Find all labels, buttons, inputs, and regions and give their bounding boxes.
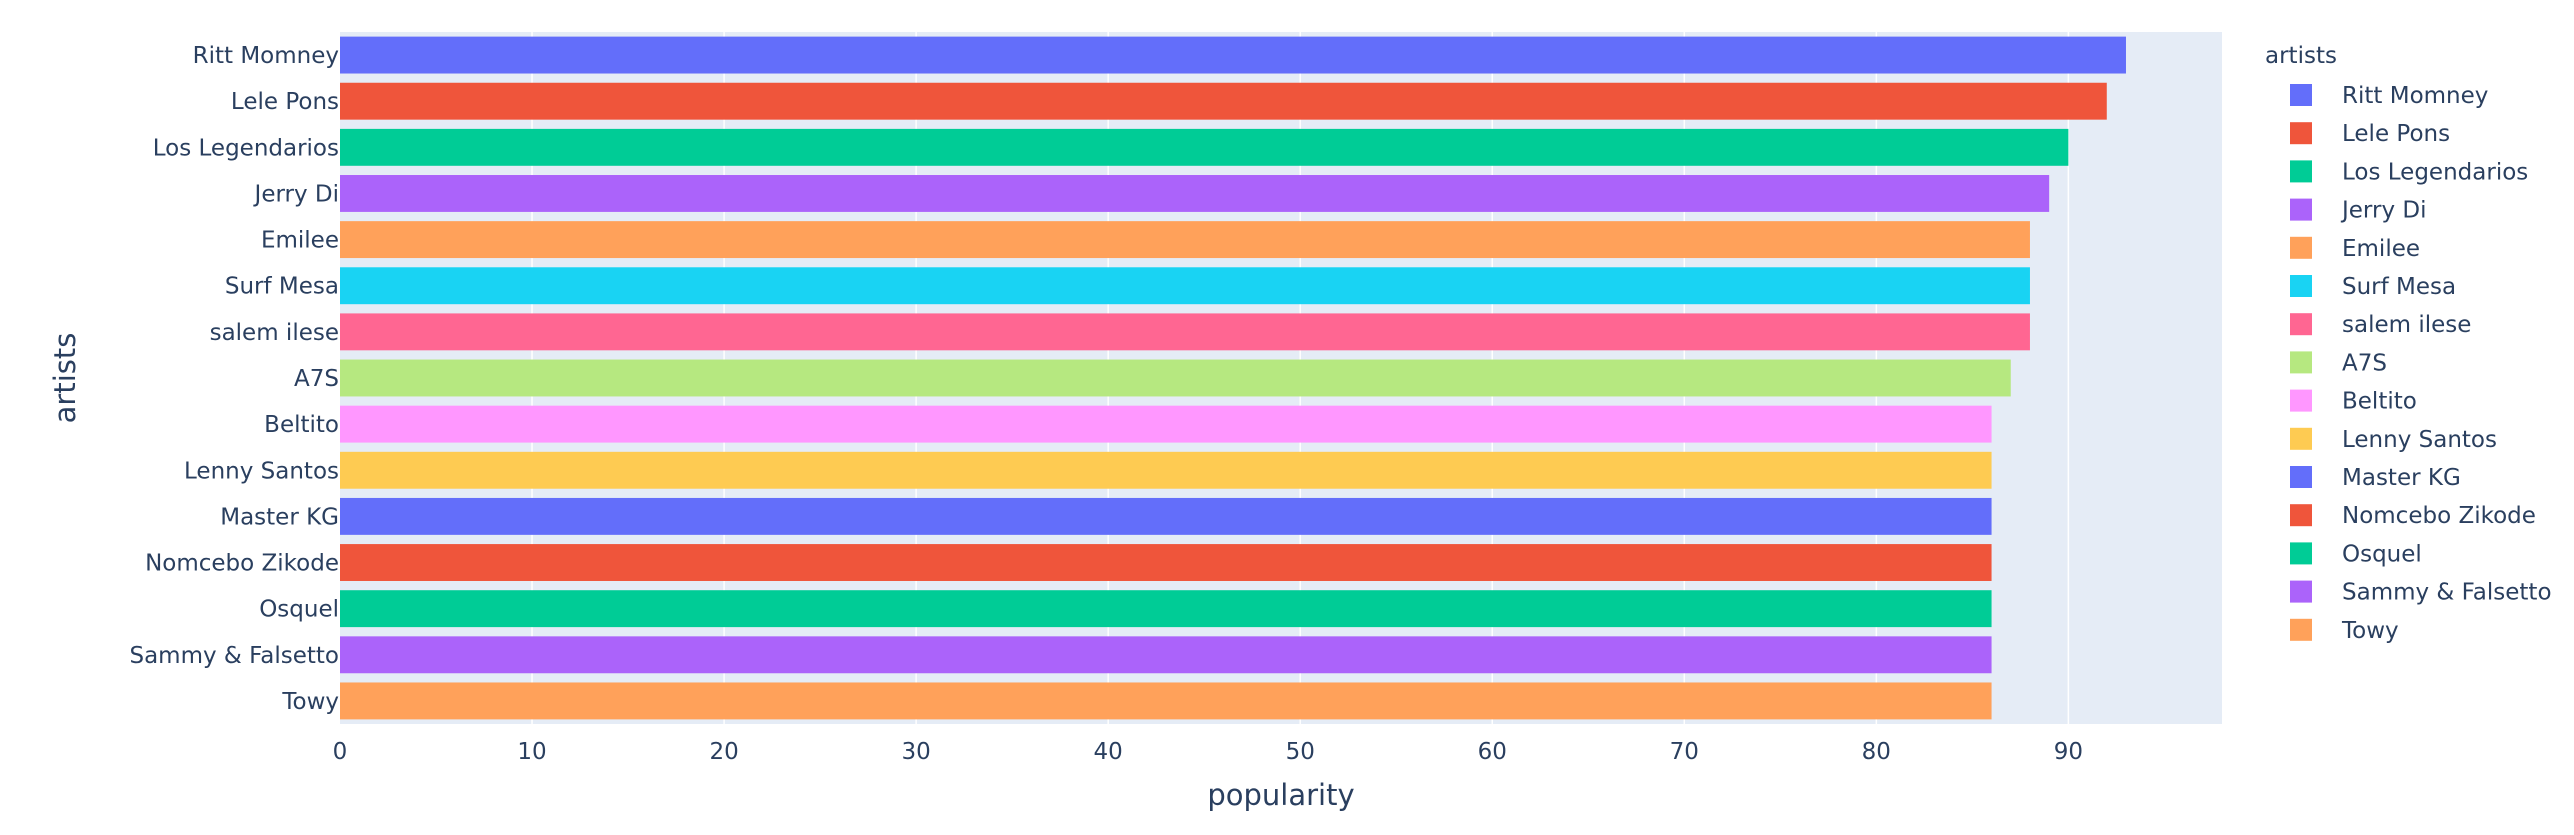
legend-label: Emilee xyxy=(2342,236,2420,262)
x-axis-tick-labels: 0 10 20 30 40 50 60 70 80 90 xyxy=(333,739,2083,765)
legend-label: Towy xyxy=(2341,618,2399,644)
bar-1 xyxy=(340,82,2107,120)
x-tick-label-50: 50 xyxy=(1286,739,1315,765)
bar-13 xyxy=(340,636,1992,674)
y-tick-label-12: Osquel xyxy=(259,597,339,623)
bar-0 xyxy=(340,36,2126,74)
legend-swatch xyxy=(2290,618,2312,641)
legend-item[interactable]: Osquel xyxy=(2290,541,2422,567)
bar-4 xyxy=(340,221,2030,259)
y-tick-label-8: Beltito xyxy=(264,412,339,438)
legend-swatch xyxy=(2290,351,2312,374)
legend-label: Los Legendarios xyxy=(2342,159,2528,185)
legend-swatch xyxy=(2290,275,2312,297)
x-tick-label-0: 0 xyxy=(333,739,348,765)
bar-8 xyxy=(340,405,1992,443)
legend-swatch xyxy=(2290,427,2312,450)
legend-swatch xyxy=(2290,313,2312,336)
y-tick-label-13: Sammy & Falsetto xyxy=(129,643,339,669)
y-tick-label-4: Emilee xyxy=(261,228,339,254)
bar-5 xyxy=(340,267,2030,305)
legend-item[interactable]: Beltito xyxy=(2290,389,2417,415)
legend-swatch xyxy=(2290,236,2312,259)
bar-6 xyxy=(340,313,2030,351)
legend-item[interactable]: Los Legendarios xyxy=(2290,159,2528,185)
x-tick-label-60: 60 xyxy=(1478,739,1507,765)
legend-swatch xyxy=(2290,198,2312,221)
y-axis-tick-labels: Ritt Momney Lele Pons Los Legendarios Jerry… xyxy=(129,43,339,715)
legend-label: Lenny Santos xyxy=(2342,427,2497,453)
legend: Ritt Momney Lele Pons Los Legendarios Jerry… xyxy=(2290,83,2552,644)
legend-label: Osquel xyxy=(2342,541,2422,567)
bar-11 xyxy=(340,544,1992,581)
legend-label: Nomcebo Zikode xyxy=(2342,503,2536,529)
legend-item[interactable]: A7S xyxy=(2290,350,2387,376)
bar-3 xyxy=(340,175,2050,212)
legend-swatch xyxy=(2290,160,2312,183)
legend-item[interactable]: Towy xyxy=(2290,618,2399,644)
legend-swatch xyxy=(2290,466,2312,488)
legend-label: Beltito xyxy=(2342,389,2417,415)
y-tick-label-1: Lele Pons xyxy=(231,89,339,115)
bar-10 xyxy=(340,497,1992,535)
bar-7 xyxy=(340,359,2011,397)
bar-12 xyxy=(340,590,1992,628)
x-tick-label-90: 90 xyxy=(2054,739,2083,765)
legend-swatch xyxy=(2290,122,2312,145)
x-tick-label-20: 20 xyxy=(709,739,738,765)
bars xyxy=(340,36,2126,720)
y-tick-label-2: Los Legendarios xyxy=(153,135,339,161)
legend-swatch xyxy=(2290,580,2312,603)
legend-item[interactable]: Master KG xyxy=(2290,465,2461,491)
legend-item[interactable]: Ritt Momney xyxy=(2290,83,2488,109)
y-tick-label-14: Towy xyxy=(281,689,339,715)
legend-item[interactable]: Lenny Santos xyxy=(2290,427,2497,453)
y-tick-label-0: Ritt Momney xyxy=(193,43,339,69)
bar-9 xyxy=(340,451,1992,489)
legend-swatch xyxy=(2290,84,2312,106)
legend-item[interactable]: Sammy & Falsetto xyxy=(2290,580,2552,606)
x-tick-label-80: 80 xyxy=(1862,739,1891,765)
legend-item[interactable]: Surf Mesa xyxy=(2290,274,2456,300)
y-tick-label-5: Surf Mesa xyxy=(225,274,339,300)
legend-item[interactable]: Lele Pons xyxy=(2290,121,2450,147)
bar-14 xyxy=(340,682,1992,720)
x-tick-label-30: 30 xyxy=(901,739,930,765)
legend-item[interactable]: Nomcebo Zikode xyxy=(2290,503,2536,529)
legend-label: Master KG xyxy=(2342,465,2461,491)
legend-item[interactable]: Jerry Di xyxy=(2290,198,2426,224)
y-tick-label-11: Nomcebo Zikode xyxy=(145,551,339,577)
legend-swatch xyxy=(2290,542,2312,565)
legend-label: Jerry Di xyxy=(2340,198,2426,224)
x-tick-label-10: 10 xyxy=(517,739,546,765)
y-tick-label-6: salem ilese xyxy=(210,320,339,346)
x-tick-label-40: 40 xyxy=(1094,739,1123,765)
x-tick-label-70: 70 xyxy=(1670,739,1699,765)
legend-label: Ritt Momney xyxy=(2342,83,2488,109)
legend-label: salem ilese xyxy=(2342,312,2471,338)
legend-swatch xyxy=(2290,504,2312,527)
y-tick-label-10: Master KG xyxy=(220,504,339,530)
legend-swatch xyxy=(2290,389,2312,412)
x-axis-title: popularity xyxy=(1207,778,1354,812)
y-axis-title: artists xyxy=(48,333,82,424)
legend-label: A7S xyxy=(2342,350,2387,376)
legend-title: artists xyxy=(2265,43,2337,69)
y-tick-label-7: A7S xyxy=(294,366,339,392)
legend-item[interactable]: Emilee xyxy=(2290,236,2420,262)
y-tick-label-3: Jerry Di xyxy=(253,181,339,207)
legend-label: Surf Mesa xyxy=(2342,274,2456,300)
legend-label: Lele Pons xyxy=(2342,121,2450,147)
legend-label: Sammy & Falsetto xyxy=(2342,580,2552,606)
bar-2 xyxy=(340,128,2069,166)
legend-item[interactable]: salem ilese xyxy=(2290,312,2471,338)
y-tick-label-9: Lenny Santos xyxy=(184,458,339,484)
